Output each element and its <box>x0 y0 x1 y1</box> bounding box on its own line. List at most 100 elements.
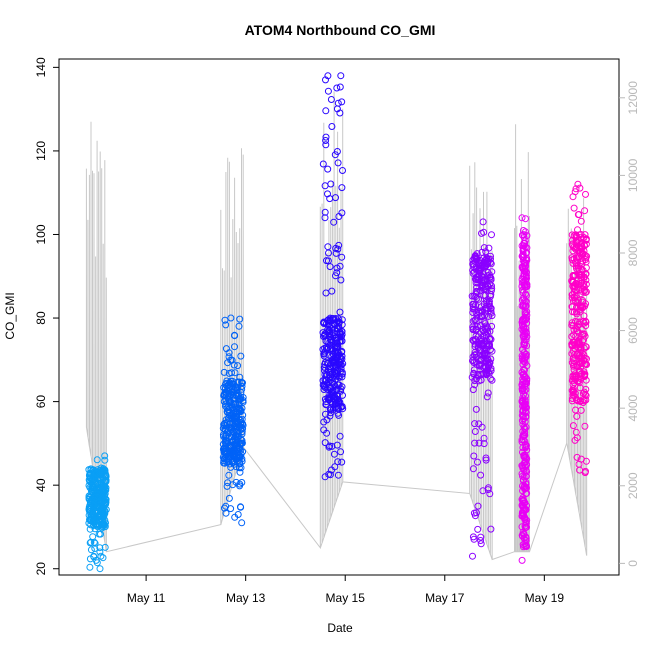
data-point <box>327 406 335 414</box>
data-point <box>471 381 479 389</box>
data-point <box>86 563 94 571</box>
y-axis-label: CO_GMI <box>3 292 17 339</box>
data-point <box>238 457 246 465</box>
data-point <box>476 362 484 370</box>
data-point <box>581 207 589 215</box>
data-point <box>336 83 344 91</box>
data-point <box>484 363 492 371</box>
data-point <box>224 453 232 461</box>
data-point <box>572 262 580 270</box>
data-point <box>97 530 104 538</box>
data-point <box>485 244 493 252</box>
data-point <box>577 217 585 225</box>
data-point <box>321 214 329 222</box>
data-point <box>569 372 577 380</box>
data-point <box>326 263 334 271</box>
data-point <box>87 511 95 519</box>
data-point <box>236 480 244 488</box>
data-point <box>86 484 94 491</box>
data-point <box>574 236 582 244</box>
data-point <box>324 316 332 324</box>
data-point <box>94 499 102 506</box>
data-point <box>482 456 490 464</box>
data-point <box>92 479 100 487</box>
data-point <box>576 184 584 192</box>
data-point <box>319 160 327 168</box>
data-point <box>571 281 579 289</box>
data-point <box>571 271 579 279</box>
data-point <box>327 96 335 103</box>
data-point <box>523 377 531 385</box>
data-point <box>477 471 485 479</box>
data-point <box>230 407 238 415</box>
data-point <box>321 208 329 216</box>
data-point <box>230 458 237 466</box>
x-tick-label: May 13 <box>226 591 266 605</box>
data-point <box>482 454 490 462</box>
data-point <box>481 263 489 271</box>
data-point <box>474 344 482 352</box>
data-point <box>238 437 246 444</box>
data-point <box>87 474 94 482</box>
data-point <box>222 402 229 410</box>
data-point <box>519 301 527 309</box>
data-point <box>220 368 228 376</box>
data-point <box>479 339 487 347</box>
data-point <box>91 545 99 552</box>
data-point <box>572 396 580 403</box>
data-point <box>333 269 341 277</box>
data-point <box>574 180 582 188</box>
data-point <box>320 382 328 389</box>
data-point <box>577 455 585 463</box>
data-point <box>91 539 99 547</box>
data-point <box>323 429 331 437</box>
data-point <box>520 423 528 431</box>
data-point <box>568 291 576 299</box>
data-point <box>469 533 477 541</box>
data-point <box>480 244 488 252</box>
data-point <box>223 404 231 412</box>
data-point <box>338 458 346 466</box>
data-point <box>581 360 589 368</box>
y-right-tick-label: 0 <box>626 560 640 567</box>
data-point <box>319 345 327 353</box>
data-point <box>225 349 233 357</box>
data-point <box>331 151 339 159</box>
data-point <box>520 534 528 542</box>
data-point <box>522 292 530 299</box>
data-point <box>477 322 484 329</box>
data-point <box>231 513 239 521</box>
data-point <box>330 450 338 458</box>
data-point <box>230 416 238 424</box>
data-point <box>471 439 479 447</box>
data-point <box>523 268 530 276</box>
data-point <box>522 353 530 360</box>
data-point <box>327 180 335 188</box>
data-point <box>519 543 527 551</box>
data-point <box>338 253 346 261</box>
data-point <box>473 250 481 258</box>
data-point <box>96 548 104 556</box>
data-point <box>470 509 478 517</box>
data-point <box>520 370 528 378</box>
data-point <box>576 373 584 381</box>
data-point <box>486 334 494 342</box>
data-point <box>324 72 332 80</box>
data-point <box>471 428 479 435</box>
data-point <box>238 479 246 486</box>
data-point <box>332 244 340 252</box>
chart-title: ATOM4 Northbound CO_GMI <box>245 22 436 38</box>
data-point <box>333 348 341 356</box>
data-point <box>521 297 529 305</box>
data-point <box>231 442 239 450</box>
data-point <box>228 356 236 364</box>
data-point <box>236 315 244 323</box>
data-point <box>225 471 233 479</box>
data-point <box>523 342 531 350</box>
data-point <box>226 453 234 461</box>
data-point <box>96 544 104 552</box>
data-point <box>487 525 495 533</box>
data-point <box>338 209 346 217</box>
data-point <box>572 244 580 252</box>
data-point <box>488 376 496 384</box>
